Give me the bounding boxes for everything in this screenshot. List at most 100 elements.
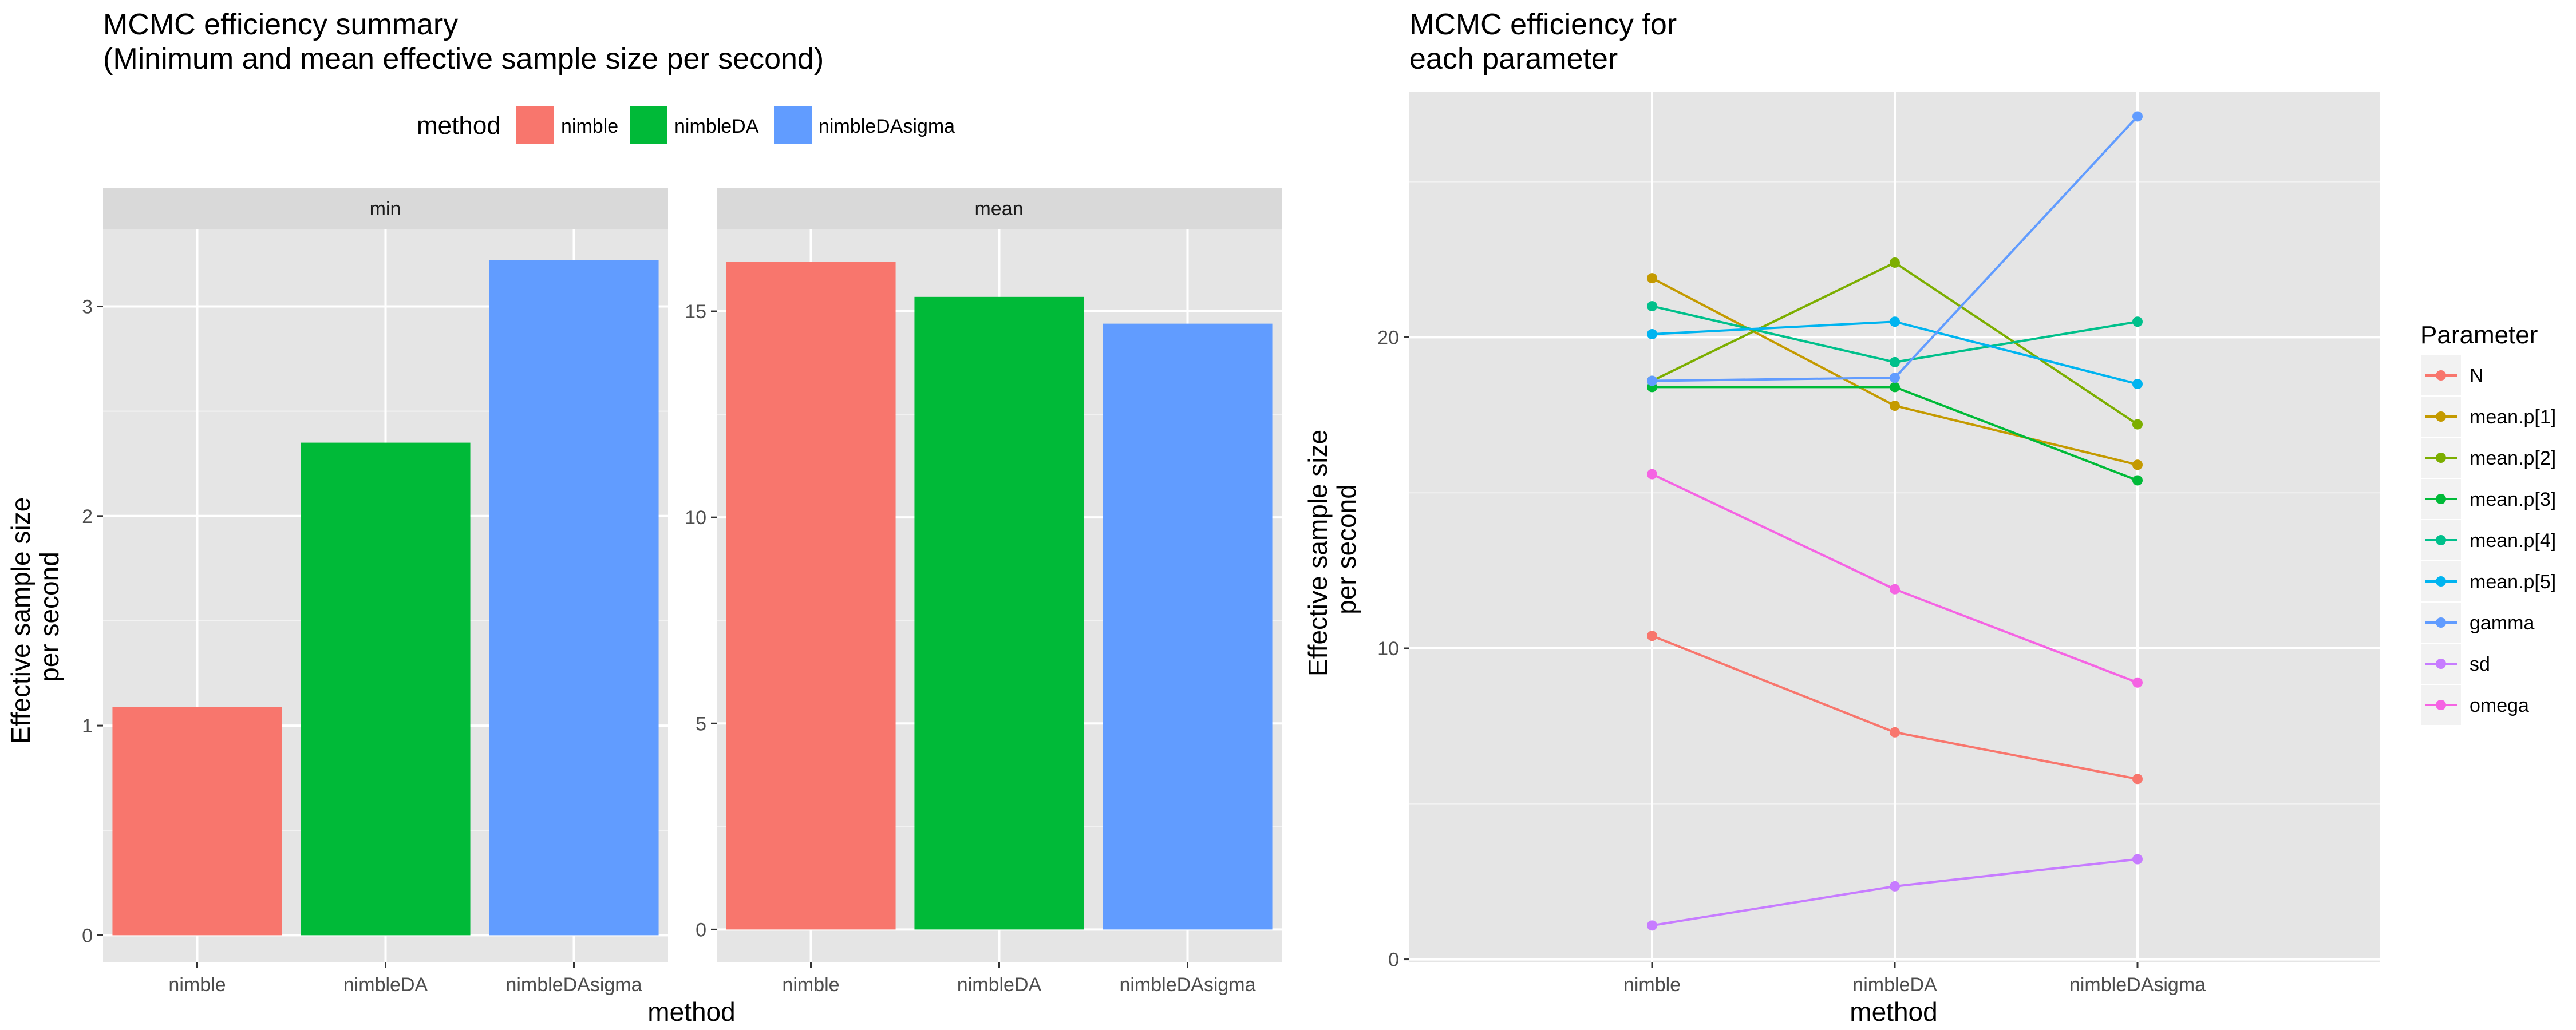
- bar-mean-nimbleDA: [914, 296, 1084, 930]
- y-tick-label: 3: [82, 296, 93, 318]
- legend-key-point-omega: [2436, 700, 2446, 710]
- x-tick-label: nimbleDAsigma: [2069, 974, 2206, 996]
- parameter-x-axis-title: method: [1850, 997, 1937, 1027]
- point-N-nimble: [1647, 631, 1657, 641]
- legend-key-point-mean.p[2]: [2436, 453, 2446, 463]
- x-tick-label: nimbleDA: [957, 974, 1042, 996]
- legend-key-nimbleDA: [630, 106, 667, 144]
- legend-key-point-sd: [2436, 659, 2446, 669]
- legend-key-point-mean.p[1]: [2436, 411, 2446, 422]
- point-N-nimbleDA: [1890, 727, 1900, 738]
- parameter-y-axis-title: Effective sample size per second: [1303, 422, 1361, 676]
- point-sd-nimble: [1647, 920, 1657, 931]
- point-mean.p[1]-nimble: [1647, 273, 1657, 284]
- legend-key-point-mean.p[3]: [2436, 494, 2446, 504]
- point-mean.p[2]-nimbleDAsigma: [2132, 419, 2143, 430]
- point-mean.p[5]-nimbleDA: [1890, 316, 1900, 327]
- x-tick-label: nimbleDA: [1852, 974, 1937, 996]
- facet-panel-min: 0 1 2 3 nimble nimbleDA nimbleDAsigma: [82, 229, 668, 996]
- bar-min-nimble: [112, 707, 282, 936]
- summary-y-axis-title-line-1: Effective sample size: [6, 497, 35, 744]
- point-sd-nimbleDAsigma: [2132, 854, 2143, 865]
- point-mean.p[1]-nimbleDA: [1890, 401, 1900, 411]
- point-omega-nimble: [1647, 469, 1657, 480]
- y-tick-label: 10: [1377, 638, 1399, 660]
- bar-min-nimbleDAsigma: [489, 260, 659, 936]
- facet-strip-mean: [717, 188, 1282, 229]
- point-N-nimbleDAsigma: [2132, 774, 2143, 785]
- legend-label-nimbleDA: nimbleDA: [674, 116, 759, 137]
- facet-strip-min: [103, 188, 668, 229]
- x-tick-label: nimbleDA: [343, 974, 428, 996]
- legend-key-nimble: [516, 106, 554, 144]
- legend-label-gamma: gamma: [2470, 612, 2534, 634]
- legend-label-sd: sd: [2470, 653, 2490, 675]
- legend-label-mean.p[1]: mean.p[1]: [2470, 406, 2556, 428]
- point-mean.p[1]-nimbleDAsigma: [2132, 459, 2143, 470]
- legend-label-mean.p[3]: mean.p[3]: [2470, 489, 2556, 510]
- legend-key-point-mean.p[4]: [2436, 535, 2446, 545]
- y-tick-label: 0: [696, 919, 706, 941]
- point-mean.p[5]-nimbleDAsigma: [2132, 378, 2143, 389]
- parameter-chart-title-line-1: MCMC efficiency for: [1409, 8, 1677, 41]
- summary-chart: MCMC efficiency summary (Minimum and mea…: [6, 8, 1282, 1027]
- point-sd-nimbleDA: [1890, 881, 1900, 892]
- legend-label-N: N: [2470, 365, 2484, 387]
- x-tick-label: nimble: [168, 974, 226, 996]
- point-omega-nimbleDAsigma: [2132, 677, 2143, 688]
- x-tick-label: nimble: [782, 974, 839, 996]
- bar-mean-nimble: [726, 262, 896, 930]
- legend-key-point-N: [2436, 370, 2446, 381]
- legend-label-nimbleDAsigma: nimbleDAsigma: [819, 116, 955, 137]
- point-mean.p[4]-nimbleDA: [1890, 356, 1900, 367]
- point-gamma-nimbleDA: [1890, 373, 1900, 383]
- y-tick-label: 10: [685, 507, 706, 529]
- legend-key-point-gamma: [2436, 617, 2446, 628]
- parameter-legend-title: Parameter: [2420, 321, 2538, 349]
- summary-chart-title-line-2: (Minimum and mean effective sample size …: [103, 42, 824, 76]
- legend-label-mean.p[2]: mean.p[2]: [2470, 447, 2556, 469]
- point-omega-nimbleDA: [1890, 584, 1900, 595]
- summary-chart-title-line-1: MCMC efficiency summary: [103, 8, 458, 41]
- parameter-line-panel: 0 10 20 nimble nimbleDA nimbleDAsigma: [1377, 92, 2380, 996]
- point-gamma-nimble: [1647, 375, 1657, 386]
- legend-label-nimble: nimble: [561, 116, 618, 137]
- legend-key-nimbleDAsigma: [774, 106, 812, 144]
- point-mean.p[5]-nimble: [1647, 328, 1657, 339]
- parameter-chart: MCMC efficiency for each parameter 0 10 20…: [1303, 8, 2556, 1027]
- y-tick-label: 2: [82, 506, 93, 528]
- x-tick-label: nimble: [1623, 974, 1681, 996]
- y-tick-label: 15: [685, 301, 706, 323]
- parameter-y-axis-title-line-1: Effective sample size: [1303, 430, 1333, 676]
- legend-label-mean.p[5]: mean.p[5]: [2470, 571, 2556, 593]
- summary-y-axis-title-line-2: per second: [34, 552, 64, 682]
- method-legend: method nimble nimbleDA nimbleDAsigma: [417, 106, 955, 144]
- facet-strip-min-label: min: [370, 198, 401, 220]
- y-tick-label: 0: [82, 925, 93, 946]
- legend-label-mean.p[4]: mean.p[4]: [2470, 530, 2556, 552]
- summary-chart-title: MCMC efficiency summary (Minimum and mea…: [103, 8, 824, 76]
- method-legend-title: method: [417, 112, 501, 140]
- parameter-y-axis-title-line-2: per second: [1332, 484, 1361, 615]
- y-tick-label: 5: [696, 713, 706, 735]
- legend-key-point-mean.p[5]: [2436, 576, 2446, 587]
- summary-x-axis-title: method: [647, 997, 735, 1027]
- x-tick-label: nimbleDAsigma: [1119, 974, 1255, 996]
- point-mean.p[3]-nimbleDA: [1890, 382, 1900, 393]
- x-tick-label: nimbleDAsigma: [505, 974, 642, 996]
- y-tick-label: 0: [1388, 949, 1399, 971]
- point-mean.p[4]-nimbleDAsigma: [2132, 316, 2143, 327]
- point-mean.p[3]-nimbleDAsigma: [2132, 475, 2143, 486]
- bar-min-nimbleDA: [301, 442, 471, 936]
- y-tick-label: 20: [1377, 327, 1399, 348]
- y-tick-label: 1: [82, 715, 93, 737]
- facet-strip-mean-label: mean: [974, 198, 1023, 220]
- bar-mean-nimbleDAsigma: [1103, 323, 1273, 930]
- point-mean.p[4]-nimble: [1647, 301, 1657, 312]
- point-gamma-nimbleDAsigma: [2132, 111, 2143, 122]
- summary-y-axis-title: Effective sample size per second: [6, 490, 64, 744]
- parameter-chart-title-line-2: each parameter: [1409, 42, 1618, 76]
